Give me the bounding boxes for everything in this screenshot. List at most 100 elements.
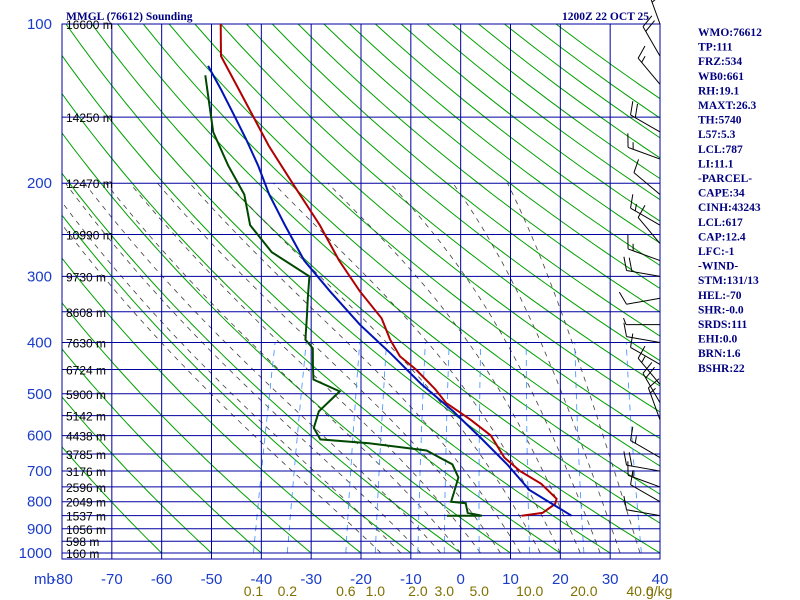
mixing-ratio-label: 10.0 (516, 583, 543, 599)
temperature-tick-label: 30 (602, 571, 619, 588)
wind-barb-flag (630, 426, 634, 441)
wind-barb-staff (642, 373, 661, 404)
moist-adiabat-line (327, 182, 581, 554)
dewpoint-series-line (204, 75, 482, 517)
height-label: 2049 m (66, 496, 106, 510)
wind-barb-flag (651, 0, 656, 3)
wind-barb-staff (630, 346, 661, 365)
pressure-tick-label: 600 (27, 428, 52, 445)
height-label: 8608 m (66, 306, 106, 320)
wind-barb-flag (642, 362, 653, 374)
wind-barb (623, 317, 660, 326)
chart-title: MMGL (76612) Sounding (66, 11, 193, 23)
pressure-tick-label: 700 (27, 463, 52, 480)
wind-barb-staff (637, 57, 661, 85)
wind-barb-flag (623, 451, 628, 466)
temperature-tick-label: -60 (151, 571, 173, 588)
height-label: 1537 m (66, 510, 106, 524)
wind-barb (618, 291, 661, 305)
wind-barb (642, 362, 661, 404)
wind-barb-flag (628, 452, 633, 467)
moist-adiabat-line (65, 182, 422, 554)
wind-barb-staff (626, 509, 661, 517)
mixing-ratio-label: 2.0 (408, 583, 428, 599)
pressure-tick-label: 200 (27, 175, 52, 192)
temperature-tick-label: 40 (652, 571, 669, 588)
wind-barb (627, 133, 661, 160)
wind-barb-flag (634, 203, 637, 211)
wind-barb-staff (626, 270, 661, 277)
pressure-tick-label: 500 (27, 386, 52, 403)
wind-barb (623, 451, 661, 472)
temperature-tick-label: -40 (250, 571, 272, 588)
stat-line: FRZ:534 (698, 56, 742, 68)
pressure-tick-label: 100 (27, 16, 52, 33)
height-label: 160 m (66, 547, 99, 561)
mixing-ratio-label: 1.0 (366, 583, 386, 599)
stat-line: WB0:661 (698, 71, 744, 83)
mixing-ratio-label: 0.1 (244, 583, 264, 599)
stat-line: EHI:0.0 (698, 334, 738, 346)
chart-time: 1200Z 22 OCT 25 (562, 11, 649, 23)
pressure-tick-label: 300 (27, 268, 52, 285)
stat-line: -WIND- (698, 261, 738, 273)
wind-barbs (618, 0, 661, 517)
stat-line: WMO:76612 (698, 27, 762, 39)
temperature-tick-label: -10 (400, 571, 422, 588)
wind-barb (630, 101, 661, 133)
wind-barb-flag (637, 45, 646, 59)
wind-barb (630, 426, 661, 458)
grid-lines (61, 23, 661, 560)
stat-line: CAP:12.4 (698, 231, 746, 243)
temperature-tick-label: 0 (456, 571, 464, 588)
pressure-tick-label: 1000 (19, 545, 52, 562)
wind-barb-staff (647, 387, 661, 420)
stat-line: -PARCEL- (698, 173, 752, 185)
wind-barb-staff (637, 217, 661, 244)
pressure-tick-label: 400 (27, 334, 52, 351)
wind-barb (630, 333, 661, 365)
mixing-ratio-label: 0.2 (278, 583, 298, 599)
mixing-ratio-label: 0.6 (336, 583, 356, 599)
height-label: 10990 m (66, 229, 113, 243)
wind-barb-flag (642, 15, 653, 27)
temperature-tick-label: -70 (101, 571, 123, 588)
wind-barb-flag (634, 436, 637, 444)
temperature-series-line (219, 24, 558, 517)
height-label: 14250 m (66, 111, 113, 125)
wind-barb-flag (637, 205, 646, 218)
stat-line: BSHR:22 (698, 363, 745, 375)
stat-line: CAPE:34 (698, 188, 745, 200)
height-label: 12470 m (66, 177, 113, 191)
temperature-tick-label: -50 (201, 571, 223, 588)
height-label: 9730 m (66, 270, 106, 284)
wind-barb-staff (630, 440, 661, 458)
wind-barb-staff (642, 26, 661, 57)
wind-barb-flag (623, 256, 628, 271)
wind-barb-flag (630, 470, 634, 485)
plot-frame (61, 23, 661, 560)
wind-barb-staff (627, 474, 661, 488)
wind-barb (650, 0, 661, 25)
wind-barb-staff (630, 207, 661, 226)
height-label: 7630 m (66, 336, 106, 350)
wind-barb-staff (637, 358, 661, 385)
x-unit-label: mb (34, 571, 55, 588)
stat-line: TH:5740 (698, 115, 742, 127)
stat-line: CINH:43243 (698, 202, 761, 214)
temperature-tick-label: -80 (51, 571, 73, 588)
wind-barb-flag (634, 103, 639, 118)
stat-line: BRN:1.6 (698, 348, 741, 360)
stat-line: LCL:617 (698, 217, 743, 229)
pressure-tick-label: 900 (27, 521, 52, 538)
stats-panel: WMO:76612 TP:111 FRZ:534 WB0:661 RH:19.1 MAXT… (698, 27, 762, 375)
wind-barb (627, 234, 661, 262)
wind-barb-flag (630, 333, 634, 348)
temperature-tick-label: 10 (502, 571, 519, 588)
wind-barb (637, 205, 661, 244)
height-label: 598 m (66, 535, 99, 549)
wind-barb-flag (623, 322, 628, 337)
wind-barb-staff (627, 146, 661, 160)
